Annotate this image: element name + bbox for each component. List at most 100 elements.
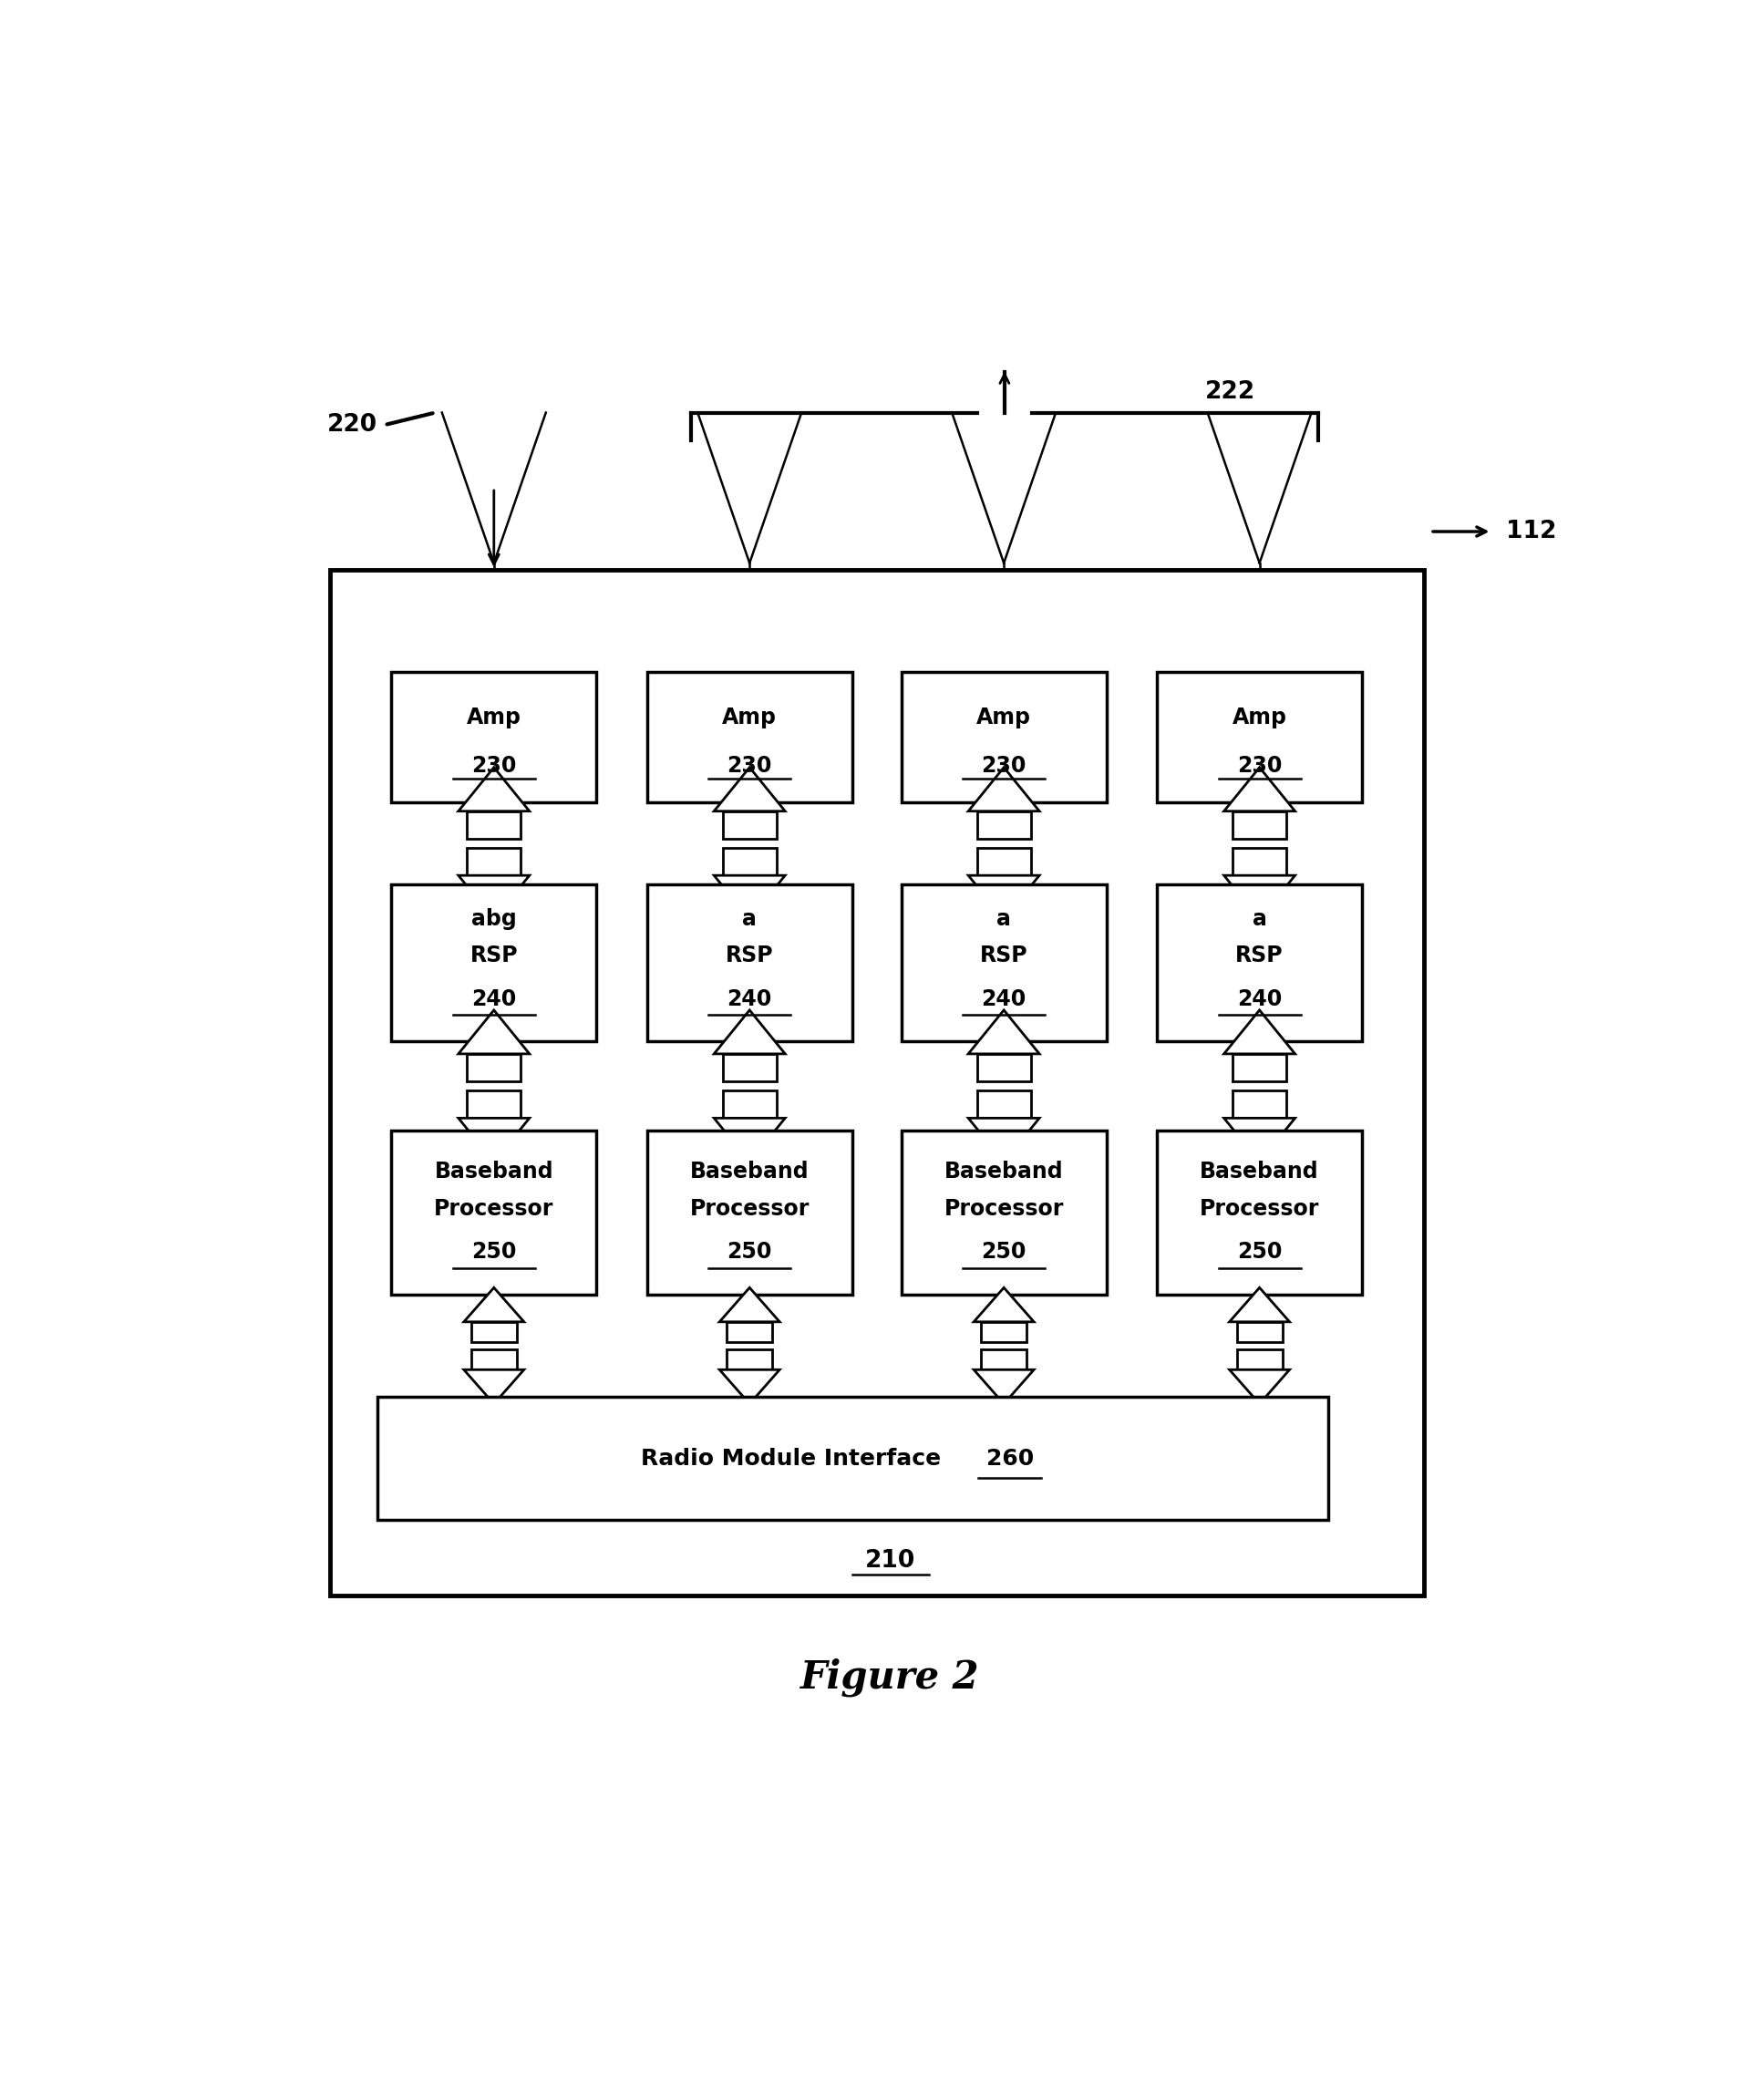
Text: Amp: Amp: [1231, 708, 1288, 729]
Polygon shape: [968, 768, 1039, 812]
Text: 230: 230: [471, 756, 517, 776]
Polygon shape: [1224, 768, 1295, 812]
Polygon shape: [1224, 1011, 1295, 1055]
Text: 250: 250: [981, 1241, 1027, 1262]
Polygon shape: [727, 1349, 773, 1370]
Polygon shape: [714, 1011, 785, 1055]
Text: Amp: Amp: [977, 708, 1032, 729]
Polygon shape: [1237, 1349, 1282, 1370]
Text: 230: 230: [727, 756, 773, 776]
Polygon shape: [968, 1119, 1039, 1163]
Text: Processor: Processor: [1200, 1198, 1319, 1221]
Polygon shape: [974, 1287, 1034, 1322]
Text: Processor: Processor: [944, 1198, 1064, 1221]
Bar: [901, 884, 1106, 1042]
Polygon shape: [977, 812, 1030, 839]
Polygon shape: [1230, 1287, 1289, 1322]
Polygon shape: [471, 1349, 517, 1370]
Polygon shape: [723, 1090, 776, 1119]
Text: RSP: RSP: [979, 945, 1028, 965]
Polygon shape: [1233, 812, 1286, 839]
Polygon shape: [723, 1055, 776, 1082]
Polygon shape: [968, 876, 1039, 920]
Text: 260: 260: [986, 1447, 1034, 1470]
Polygon shape: [981, 1349, 1027, 1370]
Text: abg: abg: [471, 907, 517, 930]
Polygon shape: [1233, 849, 1286, 876]
Bar: [330, 569, 1424, 1594]
Polygon shape: [467, 1055, 520, 1082]
Polygon shape: [1224, 876, 1295, 920]
Polygon shape: [714, 876, 785, 920]
Polygon shape: [977, 849, 1030, 876]
Polygon shape: [714, 1119, 785, 1163]
Text: 230: 230: [981, 756, 1027, 776]
Polygon shape: [977, 1090, 1030, 1119]
Text: 230: 230: [1237, 756, 1282, 776]
Text: 222: 222: [1205, 380, 1254, 405]
Text: Baseband: Baseband: [1200, 1160, 1319, 1183]
Text: RSP: RSP: [725, 945, 774, 965]
Text: RSP: RSP: [1235, 945, 1284, 965]
Bar: [392, 884, 596, 1042]
Polygon shape: [459, 1011, 529, 1055]
Polygon shape: [459, 768, 529, 812]
Polygon shape: [974, 1370, 1034, 1403]
Polygon shape: [464, 1287, 524, 1322]
Polygon shape: [1233, 1055, 1286, 1082]
Polygon shape: [464, 1370, 524, 1403]
Polygon shape: [1233, 1090, 1286, 1119]
Polygon shape: [977, 1055, 1030, 1082]
Polygon shape: [981, 1322, 1027, 1343]
Polygon shape: [720, 1370, 780, 1403]
Polygon shape: [720, 1287, 780, 1322]
Bar: [392, 1131, 596, 1295]
Text: 112: 112: [1506, 519, 1556, 544]
Polygon shape: [727, 1322, 773, 1343]
Bar: [647, 1131, 852, 1295]
Text: 240: 240: [471, 988, 517, 1011]
Bar: [647, 884, 852, 1042]
Text: Baseband: Baseband: [434, 1160, 554, 1183]
Polygon shape: [467, 849, 520, 876]
Bar: [1157, 884, 1362, 1042]
Polygon shape: [1237, 1322, 1282, 1343]
Text: a: a: [743, 907, 757, 930]
Text: RSP: RSP: [469, 945, 519, 965]
Text: Amp: Amp: [466, 708, 522, 729]
Text: Radio Module Interface: Radio Module Interface: [642, 1447, 942, 1470]
Bar: [377, 1397, 1328, 1520]
Text: Processor: Processor: [434, 1198, 554, 1221]
Polygon shape: [467, 1090, 520, 1119]
Bar: [901, 1131, 1106, 1295]
Polygon shape: [723, 812, 776, 839]
Text: 250: 250: [471, 1241, 517, 1262]
Text: Baseband: Baseband: [690, 1160, 810, 1183]
Bar: [1157, 1131, 1362, 1295]
Bar: [392, 673, 596, 801]
Bar: [1157, 673, 1362, 801]
Text: Baseband: Baseband: [944, 1160, 1064, 1183]
Polygon shape: [723, 849, 776, 876]
Polygon shape: [714, 768, 785, 812]
Bar: [901, 673, 1106, 801]
Bar: [647, 673, 852, 801]
Polygon shape: [471, 1322, 517, 1343]
Text: 220: 220: [328, 413, 377, 436]
Text: 250: 250: [1237, 1241, 1282, 1262]
Polygon shape: [459, 876, 529, 920]
Text: 210: 210: [864, 1549, 916, 1574]
Polygon shape: [1230, 1370, 1289, 1403]
Polygon shape: [968, 1011, 1039, 1055]
Text: 240: 240: [1237, 988, 1282, 1011]
Text: a: a: [1252, 907, 1267, 930]
Text: Figure 2: Figure 2: [801, 1659, 981, 1696]
Text: 240: 240: [727, 988, 773, 1011]
Polygon shape: [459, 1119, 529, 1163]
Polygon shape: [1224, 1119, 1295, 1163]
Text: 240: 240: [981, 988, 1027, 1011]
Text: Processor: Processor: [690, 1198, 810, 1221]
Text: a: a: [997, 907, 1011, 930]
Text: Amp: Amp: [721, 708, 776, 729]
Text: 250: 250: [727, 1241, 773, 1262]
